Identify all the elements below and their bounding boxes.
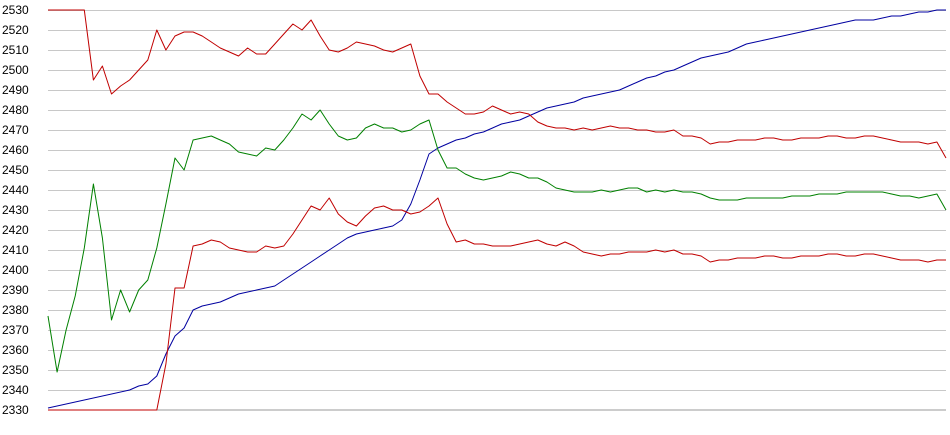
y-tick-label: 2350 <box>2 363 29 377</box>
series-line-4 <box>48 197 946 411</box>
y-tick-label: 2530 <box>2 3 29 17</box>
y-tick-label: 2490 <box>2 83 29 97</box>
y-tick-label: 2460 <box>2 143 29 157</box>
series-line-2 <box>48 9 947 159</box>
y-tick-label: 2410 <box>2 243 29 257</box>
y-tick-label: 2430 <box>2 203 29 217</box>
y-axis-tick-labels: 2330 2340 2350 2360 2370 2380 2390 2400 2410 2420… <box>2 3 29 417</box>
y-tick-label: 2510 <box>2 43 29 57</box>
y-tick-label: 2500 <box>2 63 29 77</box>
y-tick-label: 2380 <box>2 303 29 317</box>
y-tick-label: 2440 <box>2 183 29 197</box>
series-lines <box>47 9 947 411</box>
y-tick-label: 2400 <box>2 263 29 277</box>
y-tick-label: 2370 <box>2 323 29 337</box>
y-tick-label: 2330 <box>2 403 29 417</box>
y-tick-label: 2390 <box>2 283 29 297</box>
y-tick-label: 2450 <box>2 163 29 177</box>
y-tick-label: 2340 <box>2 383 29 397</box>
y-tick-label: 2360 <box>2 343 29 357</box>
y-tick-label: 2420 <box>2 223 29 237</box>
series-line-1 <box>47 9 946 409</box>
y-tick-label: 2470 <box>2 123 29 137</box>
gridlines <box>48 10 946 391</box>
y-tick-label: 2480 <box>2 103 29 117</box>
series-line-3 <box>47 109 947 373</box>
y-tick-label: 2520 <box>2 23 29 37</box>
